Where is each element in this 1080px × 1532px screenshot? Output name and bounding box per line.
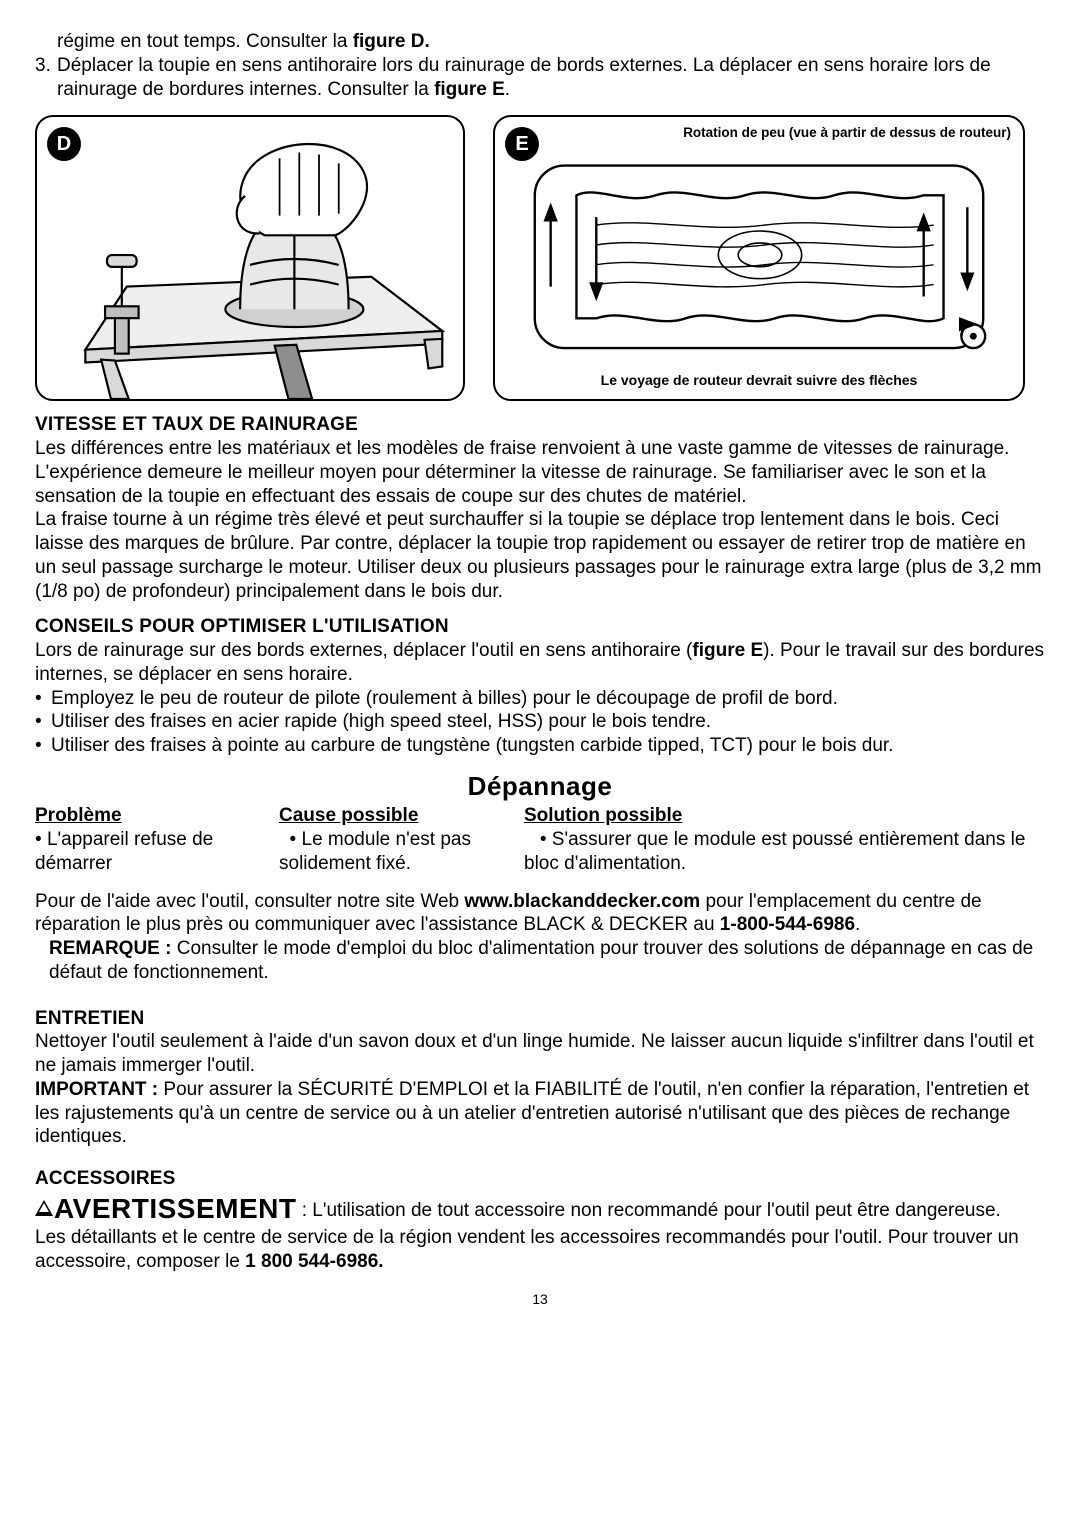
bullet-text: Utiliser des fraises en acier rapide (hi… (51, 710, 711, 734)
list-number: 3. (35, 54, 57, 102)
help-url: www.blackanddecker.com (464, 891, 700, 912)
important-text: Pour assurer la SÉCURITÉ D'EMPLOI et la … (35, 1079, 1029, 1148)
heading-depannage: Dépannage (35, 770, 1045, 803)
text: Le module n'est pas solidement fixé. (279, 829, 471, 874)
figure-e-bottom-caption: Le voyage de routeur devrait suivre des … (507, 372, 1011, 390)
bullet-icon: • (35, 734, 51, 758)
figure-ref-e2: figure E (692, 640, 763, 661)
bullet-icon: • (35, 687, 51, 711)
top-continued: régime en tout temps. Consulter la figur… (35, 30, 1045, 54)
figure-e-svg (507, 142, 1011, 372)
text: S'assurer que le module est poussé entiè… (524, 829, 1025, 874)
troubleshoot-header: Problème Cause possible Solution possibl… (35, 804, 1045, 828)
list-text: Déplacer la toupie en sens antihoraire l… (57, 54, 1045, 102)
spacer (35, 876, 1045, 890)
page-number: 13 (35, 1291, 1045, 1309)
th-solution: Solution possible (524, 804, 1045, 828)
heading-entretien: Entretien (35, 1007, 1045, 1031)
heading-vitesse: Vitesse et taux de rainurage (35, 413, 1045, 437)
figure-ref-d: figure D. (353, 31, 430, 52)
warning-triangle-icon (35, 1200, 53, 1216)
figure-d-label: D (47, 127, 81, 161)
entretien-p1: Nettoyer l'outil seulement à l'aide d'un… (35, 1030, 1045, 1078)
td-solution: • S'assurer que le module est poussé ent… (524, 828, 1045, 876)
bullet-icon: • (35, 710, 51, 734)
text: Les détaillants et le centre de service … (35, 1227, 1019, 1272)
text: L'appareil refuse de démarrer (35, 829, 213, 874)
heading-conseils: Conseils pour optimiser l'utilisation (35, 615, 1045, 639)
vitesse-p1: Les différences entre les matériaux et l… (35, 437, 1045, 508)
vitesse-p2: La fraise tourne à un régime très élevé … (35, 508, 1045, 603)
figure-e: E Rotation de peu (vue à partir de dessu… (493, 115, 1025, 401)
troubleshoot-row: • L'appareil refuse de démarrer • Le mod… (35, 828, 1045, 876)
td-problem: • L'appareil refuse de démarrer (35, 828, 279, 876)
figure-d: D (35, 115, 465, 401)
acc-phone: 1 800 544-6986. (245, 1251, 383, 1272)
help-phone: 1-800-544-6986 (720, 914, 855, 935)
warning-label: AVERTISSEMENT (54, 1193, 296, 1224)
text: Lors de rainurage sur des bords externes… (35, 640, 692, 661)
text: régime en tout temps. Consulter la (57, 31, 353, 52)
figure-ref-e: figure E (434, 79, 505, 100)
help-remarque: REMARQUE : Consulter le mode d'emploi du… (35, 937, 1045, 985)
remarque-label: REMARQUE : (49, 938, 171, 959)
bullet-text: Utiliser des fraises à pointe au carbure… (51, 734, 893, 758)
th-cause: Cause possible (279, 804, 524, 828)
text: Pour de l'aide avec l'outil, consulter n… (35, 891, 464, 912)
figure-d-svg (37, 117, 463, 399)
text: . (855, 914, 860, 935)
figure-e-label: E (505, 127, 539, 161)
important-label: IMPORTANT : (35, 1079, 158, 1100)
remarque-text: Consulter le mode d'emploi du bloc d'ali… (49, 938, 1033, 983)
bullet-text: Employez le peu de routeur de pilote (ro… (51, 687, 838, 711)
list-item-3: 3. Déplacer la toupie en sens antihorair… (35, 54, 1045, 102)
conseils-bullet-1: •Employez le peu de routeur de pilote (r… (35, 687, 1045, 711)
warning-text: : L'utilisation de tout accessoire non r… (296, 1200, 1000, 1221)
period: . (505, 79, 510, 100)
figure-e-top-caption: Rotation de peu (vue à partir de dessus … (507, 125, 1011, 142)
td-cause: • Le module n'est pas solidement fixé. (279, 828, 524, 876)
th-problem: Problème (35, 804, 279, 828)
conseils-bullet-3: •Utiliser des fraises à pointe au carbur… (35, 734, 1045, 758)
entretien-important: IMPORTANT : Pour assurer la SÉCURITÉ D'E… (35, 1078, 1045, 1149)
conseils-p1: Lors de rainurage sur des bords externes… (35, 639, 1045, 687)
help-p1: Pour de l'aide avec l'outil, consulter n… (35, 890, 1045, 938)
acc-warning: AVERTISSEMENT : L'utilisation de tout ac… (35, 1191, 1045, 1226)
figures-row: D (35, 115, 1045, 401)
text: Déplacer la toupie en sens antihoraire l… (57, 55, 991, 100)
heading-accessoires: Accessoires (35, 1167, 1045, 1191)
conseils-bullet-2: •Utiliser des fraises en acier rapide (h… (35, 710, 1045, 734)
acc-p2: Les détaillants et le centre de service … (35, 1226, 1045, 1274)
